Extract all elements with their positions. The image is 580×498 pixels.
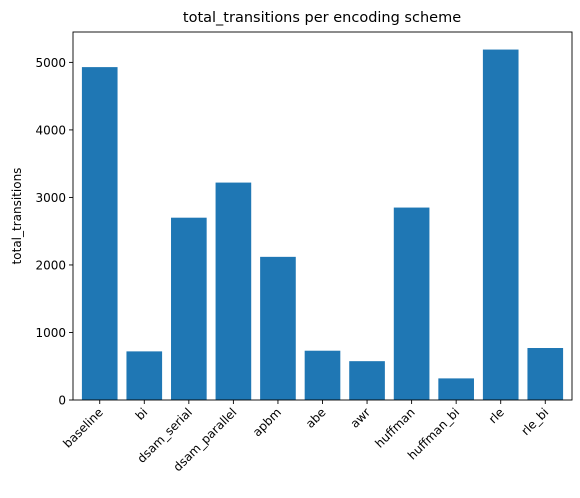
y-tick-label: 2000 xyxy=(35,258,66,272)
y-tick-label: 1000 xyxy=(35,326,66,340)
y-tick-label: 4000 xyxy=(35,123,66,137)
x-tick-label-apbm: apbm xyxy=(250,405,284,439)
x-tick-label-rle_bi: rle_bi xyxy=(518,405,551,438)
bar-huffman_bi xyxy=(438,378,474,400)
bar-awr xyxy=(349,361,385,400)
y-tick-label: 3000 xyxy=(35,191,66,205)
x-tick-label-rle: rle xyxy=(486,405,507,426)
bar-dsam_serial xyxy=(171,217,207,400)
bar-rle_bi xyxy=(527,348,564,400)
chart-title: total_transitions per encoding scheme xyxy=(183,10,461,26)
bar-apbm xyxy=(260,256,296,400)
bar-bi xyxy=(126,351,163,400)
y-axis-label: total_transitions xyxy=(10,168,24,265)
x-tick-label-bi: bi xyxy=(133,405,151,423)
bar-abe xyxy=(304,350,341,400)
x-tick-label-huffman: huffman xyxy=(372,405,417,450)
y-tick-label: 0 xyxy=(58,394,66,408)
bar-huffman xyxy=(393,207,430,400)
bar-dsam_parallel xyxy=(215,182,252,400)
bar-rle xyxy=(482,49,519,401)
bars-layer xyxy=(81,49,564,401)
y-tick-label: 5000 xyxy=(35,56,66,70)
bar-baseline xyxy=(81,67,118,401)
x-tick-label-abe: abe xyxy=(303,405,329,431)
x-tick-label-awr: awr xyxy=(348,405,374,431)
x-tick-label-baseline: baseline xyxy=(60,405,105,450)
